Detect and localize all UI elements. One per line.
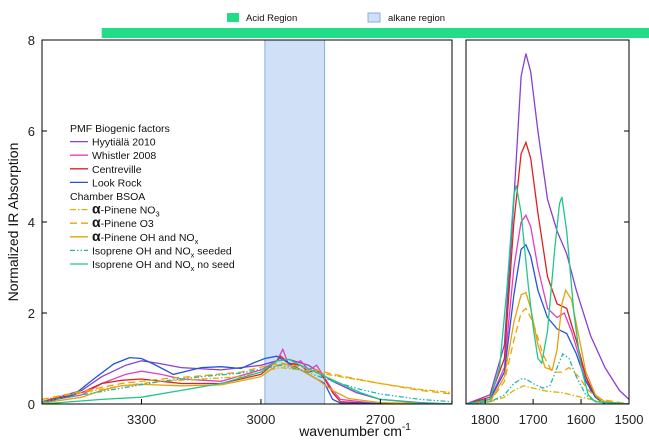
legend-group-heading: PMF Biogenic factors [70, 123, 170, 135]
alkane-region-band [264, 39, 326, 405]
acid-region-swatch [227, 13, 239, 22]
plot-frame-panel2 [465, 39, 630, 405]
series-line-7-panel1 [42, 364, 452, 403]
legend-entry-label: Hyytiälä 2010 [92, 137, 156, 149]
series-line-8-panel1 [42, 358, 452, 404]
series-line-0-panel2 [466, 53, 629, 404]
x-tick-label: 1700 [519, 412, 548, 427]
series-line-5-panel2 [466, 307, 629, 404]
series-line-1-panel2 [466, 213, 629, 404]
y-tick-label: 6 [28, 124, 35, 139]
x-tick-label: 2700 [366, 412, 395, 427]
legend-entry-label: Isoprene OH and NOx seeded [92, 245, 232, 259]
series-line-7-panel2 [466, 352, 629, 404]
acid-region-label: Acid Region [246, 13, 297, 24]
series-line-8-panel2 [466, 185, 629, 404]
series-line-2-panel1 [42, 355, 452, 404]
series-line-5-panel1 [42, 362, 452, 401]
legend-entry-label: Isoprene OH and NOx no seed [92, 259, 235, 273]
legend-entry-label: Whistler 2008 [92, 150, 156, 162]
x-tick-label: 1800 [471, 412, 500, 427]
legend-entry-label: Look Rock [92, 177, 142, 189]
series-line-2-panel2 [466, 140, 629, 404]
y-tick-label: 8 [28, 33, 35, 48]
series-line-0-panel1 [42, 358, 452, 404]
series-line-4-panel2 [466, 385, 629, 404]
legend-group-heading: Chamber BSOA [70, 191, 145, 203]
legend-entry-label: Centreville [92, 164, 142, 176]
legend-entry-label: α-Pinene NO3 [92, 201, 160, 219]
y-tick-label: 0 [28, 397, 35, 412]
alkane-region-label: alkane region [388, 13, 445, 24]
x-tick-label: 1500 [615, 412, 644, 427]
series-line-6-panel1 [42, 363, 452, 404]
series-line-3-panel2 [466, 243, 629, 404]
x-tick-label: 1600 [567, 412, 596, 427]
series-line-6-panel2 [466, 288, 629, 404]
x-axis-title: wavenumber cm-1 [298, 422, 411, 439]
y-tick-label: 4 [28, 215, 35, 230]
y-tick-label: 2 [28, 306, 35, 321]
y-axis-title: Normalized IR Absorption [5, 143, 21, 302]
x-tick-label: 3000 [246, 412, 275, 427]
acid-region-bar [101, 28, 649, 38]
x-tick-label: 3300 [127, 412, 156, 427]
legend-entry-label: α-Pinene OH and NOx [92, 228, 199, 246]
legend-entry-label: α-Pinene O3 [92, 214, 154, 230]
alkane-region-swatch [367, 12, 381, 23]
